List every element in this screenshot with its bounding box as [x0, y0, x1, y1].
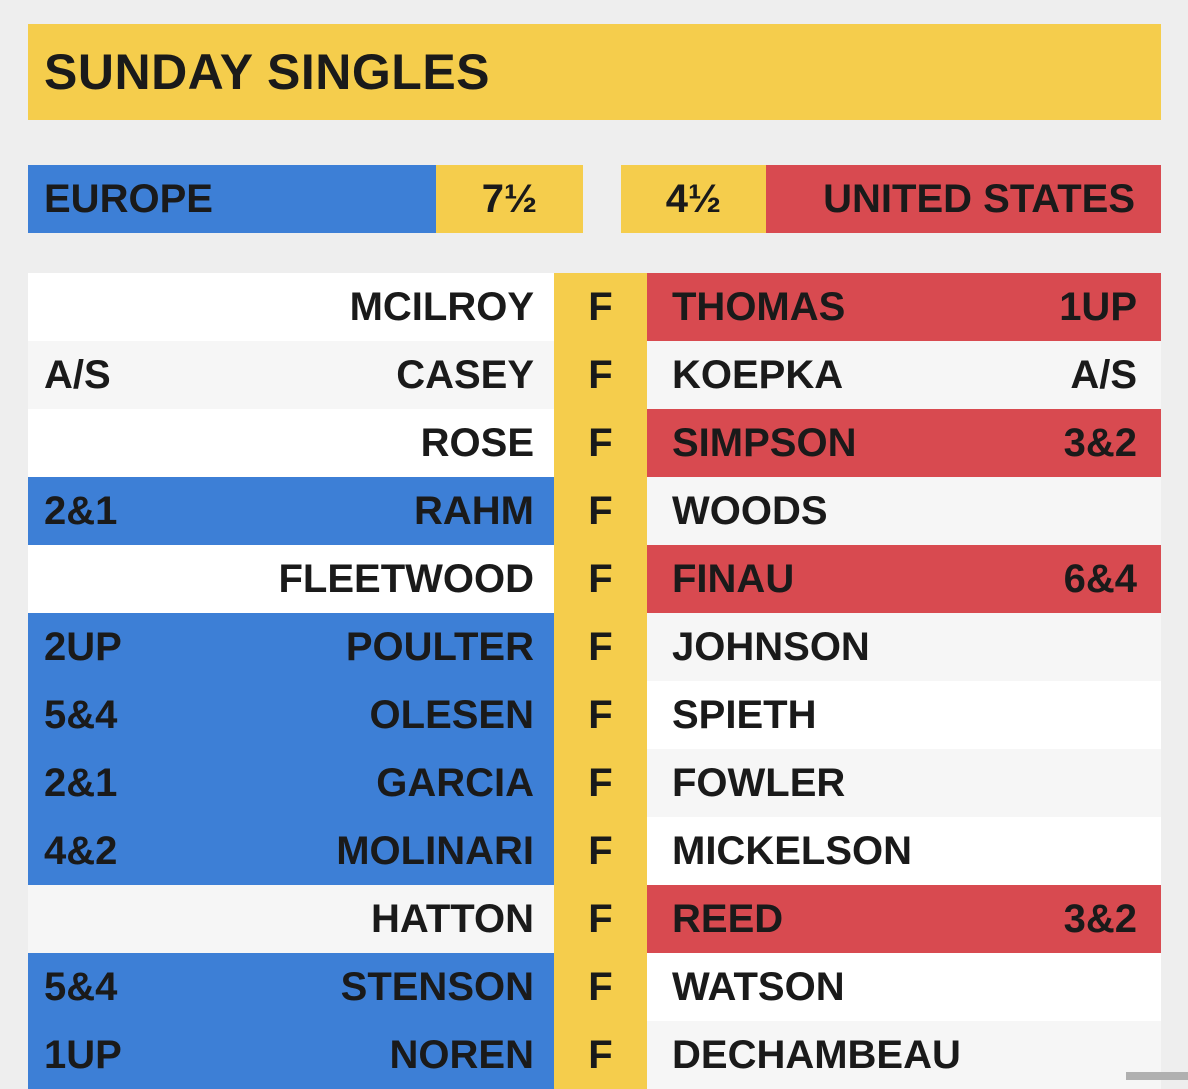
match-status: F — [554, 1021, 647, 1089]
europe-player: POULTER — [345, 624, 534, 669]
europe-player: CASEY — [396, 352, 534, 397]
europe-cell: 2&1 RAHM — [28, 477, 554, 545]
usa-result: 6&4 — [1063, 556, 1137, 601]
europe-player: ROSE — [420, 420, 534, 465]
usa-cell: SIMPSON 3&2 — [647, 409, 1161, 477]
europe-player: FLEETWOOD — [278, 556, 534, 601]
match-row: 4&2 MOLINARI F MICKELSON — [28, 817, 1161, 885]
europe-result: 4&2 — [44, 828, 118, 873]
usa-cell: FOWLER — [647, 749, 1161, 817]
usa-cell: FINAU 6&4 — [647, 545, 1161, 613]
match-status: F — [554, 817, 647, 885]
europe-cell: 2&1 GARCIA — [28, 749, 554, 817]
usa-player: KOEPKA — [672, 352, 844, 397]
match-row: FLEETWOOD F FINAU 6&4 — [28, 545, 1161, 613]
europe-result: 2UP — [44, 624, 122, 669]
europe-player: STENSON — [340, 964, 534, 1009]
usa-player: THOMAS — [672, 284, 846, 329]
match-row: HATTON F REED 3&2 — [28, 885, 1161, 953]
europe-player: MOLINARI — [336, 828, 534, 873]
europe-cell: HATTON — [28, 885, 554, 953]
europe-cell: 4&2 MOLINARI — [28, 817, 554, 885]
europe-result: 1UP — [44, 1032, 122, 1077]
match-status: F — [554, 545, 647, 613]
matches-table: MCILROY F THOMAS 1UP A/S CASEY F KOEPKA A/S ROSE F… — [28, 273, 1161, 1089]
usa-player: MICKELSON — [672, 828, 912, 873]
match-row: A/S CASEY F KOEPKA A/S — [28, 341, 1161, 409]
europe-player: NOREN — [389, 1032, 534, 1077]
europe-cell: MCILROY — [28, 273, 554, 341]
europe-result: 5&4 — [44, 964, 118, 1009]
usa-cell: THOMAS 1UP — [647, 273, 1161, 341]
europe-player: MCILROY — [349, 284, 534, 329]
usa-cell: WOODS — [647, 477, 1161, 545]
europe-cell: FLEETWOOD — [28, 545, 554, 613]
usa-player: WATSON — [672, 964, 845, 1009]
usa-player: JOHNSON — [672, 624, 870, 669]
usa-result: 3&2 — [1063, 896, 1137, 941]
europe-player: HATTON — [371, 896, 534, 941]
europe-result: 5&4 — [44, 692, 118, 737]
match-row: 5&4 STENSON F WATSON — [28, 953, 1161, 1021]
match-status: F — [554, 273, 647, 341]
usa-cell: DECHAMBEAU — [647, 1021, 1161, 1089]
usa-player: SPIETH — [672, 692, 817, 737]
europe-score-bar: EUROPE 7½ — [28, 165, 583, 233]
match-row: MCILROY F THOMAS 1UP — [28, 273, 1161, 341]
europe-cell: A/S CASEY — [28, 341, 554, 409]
usa-player: FINAU — [672, 556, 795, 601]
usa-result: 3&2 — [1063, 420, 1137, 465]
usa-player: WOODS — [672, 488, 828, 533]
europe-cell: 1UP NOREN — [28, 1021, 554, 1089]
usa-player: SIMPSON — [672, 420, 857, 465]
usa-result: A/S — [1070, 352, 1137, 397]
europe-player: RAHM — [414, 488, 534, 533]
usa-cell: SPIETH — [647, 681, 1161, 749]
europe-result: 2&1 — [44, 760, 118, 805]
match-row: 2UP POULTER F JOHNSON — [28, 613, 1161, 681]
match-status: F — [554, 409, 647, 477]
europe-player: GARCIA — [376, 760, 534, 805]
team-usa-score: 4½ — [621, 165, 766, 233]
usa-cell: REED 3&2 — [647, 885, 1161, 953]
match-row: 1UP NOREN F DECHAMBEAU — [28, 1021, 1161, 1089]
match-status: F — [554, 477, 647, 545]
match-row: 5&4 OLESEN F SPIETH — [28, 681, 1161, 749]
corner-divider — [1126, 1072, 1188, 1080]
match-status: F — [554, 885, 647, 953]
usa-cell: MICKELSON — [647, 817, 1161, 885]
usa-cell: KOEPKA A/S — [647, 341, 1161, 409]
europe-cell: 5&4 STENSON — [28, 953, 554, 1021]
team-usa-label: UNITED STATES — [766, 165, 1161, 233]
team-europe-label: EUROPE — [28, 165, 436, 233]
europe-result: A/S — [44, 352, 111, 397]
europe-cell: 5&4 OLESEN — [28, 681, 554, 749]
team-europe-score: 7½ — [436, 165, 583, 233]
usa-result: 1UP — [1059, 284, 1137, 329]
match-row: 2&1 GARCIA F FOWLER — [28, 749, 1161, 817]
match-status: F — [554, 749, 647, 817]
europe-result: 2&1 — [44, 488, 118, 533]
match-status: F — [554, 341, 647, 409]
usa-player: REED — [672, 896, 784, 941]
usa-cell: WATSON — [647, 953, 1161, 1021]
match-status: F — [554, 613, 647, 681]
europe-cell: ROSE — [28, 409, 554, 477]
page-title: SUNDAY SINGLES — [44, 44, 491, 100]
title-banner: SUNDAY SINGLES — [28, 24, 1161, 120]
match-row: ROSE F SIMPSON 3&2 — [28, 409, 1161, 477]
usa-player: FOWLER — [672, 760, 846, 805]
match-status: F — [554, 953, 647, 1021]
usa-player: DECHAMBEAU — [672, 1032, 961, 1077]
match-row: 2&1 RAHM F WOODS — [28, 477, 1161, 545]
europe-cell: 2UP POULTER — [28, 613, 554, 681]
match-status: F — [554, 681, 647, 749]
usa-cell: JOHNSON — [647, 613, 1161, 681]
usa-score-bar: 4½ UNITED STATES — [621, 165, 1161, 233]
europe-player: OLESEN — [369, 692, 534, 737]
